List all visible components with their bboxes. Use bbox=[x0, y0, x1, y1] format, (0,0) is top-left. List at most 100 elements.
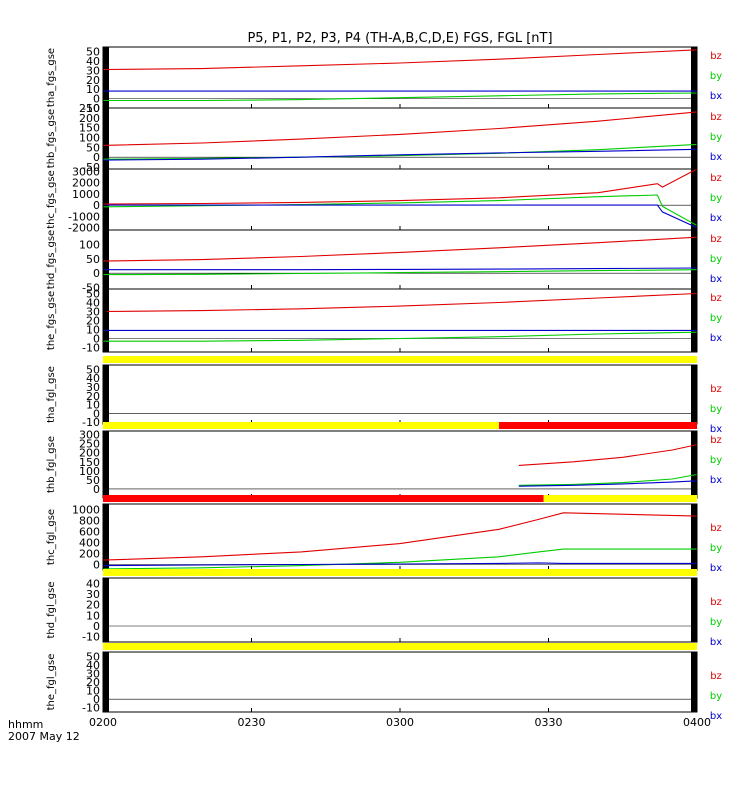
panel-frame bbox=[102, 364, 698, 425]
y-tick-label: 40 bbox=[86, 297, 100, 310]
y-tick-label: -10 bbox=[82, 416, 100, 429]
y-tick-label: 1000 bbox=[72, 188, 100, 201]
y-tick-label: 0 bbox=[93, 693, 100, 706]
x-tick-label: 0400 bbox=[683, 716, 711, 729]
panel-ylabel: the_fgl_gse bbox=[46, 654, 57, 711]
y-tick-label: 100 bbox=[79, 132, 100, 145]
legend-by: by bbox=[710, 313, 722, 324]
right-data-gap-strip bbox=[691, 431, 697, 498]
x-axis: 0200 0230 0300 0330 0400 bbox=[89, 716, 711, 729]
y-tick-label: 50 bbox=[86, 46, 100, 59]
series-bx-line bbox=[103, 562, 697, 567]
y-tick-label: 10 bbox=[86, 609, 100, 622]
y-tick-label: 200 bbox=[79, 112, 100, 125]
panel-thd_fgs_gse: -50 050 100 thd_fgs_gse bz by bx bbox=[46, 229, 722, 295]
series-by-line bbox=[103, 331, 697, 342]
y-tick-label: 50 bbox=[86, 141, 100, 154]
y-tick-label: 100 bbox=[79, 238, 100, 251]
y-tick-label: 30 bbox=[86, 306, 100, 319]
legend-bz: bz bbox=[710, 234, 722, 245]
y-tick-label: 0 bbox=[93, 267, 100, 280]
y-tick-label: 30 bbox=[86, 588, 100, 601]
panel-ylabel: the_fgs_gse bbox=[46, 291, 57, 350]
y-tick-label: 0 bbox=[93, 333, 100, 346]
legend-bx: bx bbox=[710, 711, 722, 722]
panel-ylabel: thc_fgs_gse bbox=[46, 170, 57, 229]
legend-bz: bz bbox=[710, 112, 722, 123]
y-tick-label: 0 bbox=[93, 483, 100, 496]
y-tick-label: 0 bbox=[93, 559, 100, 572]
x-tick-label: 0200 bbox=[89, 716, 117, 729]
legend-bx: bx bbox=[710, 91, 722, 102]
left-data-gap-strip bbox=[103, 47, 109, 108]
y-tick-label: 10 bbox=[86, 324, 100, 337]
y-tick-label: 200 bbox=[79, 548, 100, 561]
y-tick-label: 30 bbox=[86, 667, 100, 680]
y-tick-label: 0 bbox=[93, 620, 100, 633]
y-tick-label: 200 bbox=[79, 447, 100, 460]
legend-bx: bx bbox=[710, 637, 722, 648]
status-bar-segment bbox=[103, 495, 544, 502]
legend-by: by bbox=[710, 404, 722, 415]
y-tick-label: 150 bbox=[79, 456, 100, 469]
status-bar-segment bbox=[103, 643, 697, 650]
y-tick-label: 0 bbox=[93, 93, 100, 106]
left-data-gap-strip bbox=[103, 230, 109, 289]
y-tick-label: 2000 bbox=[72, 177, 100, 190]
y-tick-label: 40 bbox=[86, 659, 100, 672]
legend-bz: bz bbox=[710, 435, 722, 446]
series-bx-line bbox=[103, 204, 697, 229]
panel-ylabel: tha_fgs_gse bbox=[46, 48, 57, 107]
series-bz-line bbox=[103, 49, 697, 71]
legend-by: by bbox=[710, 691, 722, 702]
y-tick-label: 10 bbox=[86, 399, 100, 412]
y-tick-label: 40 bbox=[86, 577, 100, 590]
status-bar-segment bbox=[499, 422, 697, 429]
series-by-line bbox=[518, 473, 697, 486]
y-tick-label: 10 bbox=[86, 83, 100, 96]
panel-ylabel: thb_fgs_gse bbox=[46, 109, 57, 168]
y-tick-label: 0 bbox=[93, 151, 100, 164]
y-tick-label: -10 bbox=[82, 102, 100, 115]
series-bz-line bbox=[518, 444, 697, 466]
right-data-gap-strip bbox=[691, 108, 697, 169]
right-data-gap-strip bbox=[691, 365, 697, 424]
y-tick-label: -50 bbox=[82, 282, 100, 295]
panel-frame bbox=[102, 288, 698, 353]
y-tick-label: -1000 bbox=[68, 210, 100, 223]
y-tick-label: 3000 bbox=[72, 165, 100, 178]
legend-bx: bx bbox=[710, 152, 722, 163]
series-bz-line bbox=[103, 111, 697, 146]
legend-bz: bz bbox=[710, 173, 722, 184]
y-tick-label: 600 bbox=[79, 526, 100, 539]
y-tick-label: 20 bbox=[86, 315, 100, 328]
legend-bz: bz bbox=[710, 293, 722, 304]
y-tick-label: 20 bbox=[86, 74, 100, 87]
legend-by: by bbox=[710, 132, 722, 143]
status-bar-segment bbox=[103, 422, 499, 429]
series-by-line bbox=[103, 143, 697, 160]
series-bz-line bbox=[103, 169, 697, 205]
right-data-gap-strip bbox=[691, 578, 697, 642]
series-bx-line bbox=[518, 480, 697, 487]
legend-bx: bx bbox=[710, 424, 722, 435]
y-tick-label: 150 bbox=[79, 122, 100, 135]
series-by-line bbox=[103, 194, 697, 226]
y-tick-label: 20 bbox=[86, 676, 100, 689]
panel-ylabel: thb_fgl_gse bbox=[46, 436, 57, 493]
status-bar-segment bbox=[103, 569, 697, 576]
y-tick-label: -2000 bbox=[68, 222, 100, 235]
y-tick-label: 30 bbox=[86, 381, 100, 394]
y-tick-label: -50 bbox=[82, 161, 100, 174]
status-bar-segment bbox=[543, 495, 697, 502]
legend-by: by bbox=[710, 617, 722, 628]
y-tick-label: 0 bbox=[93, 199, 100, 212]
